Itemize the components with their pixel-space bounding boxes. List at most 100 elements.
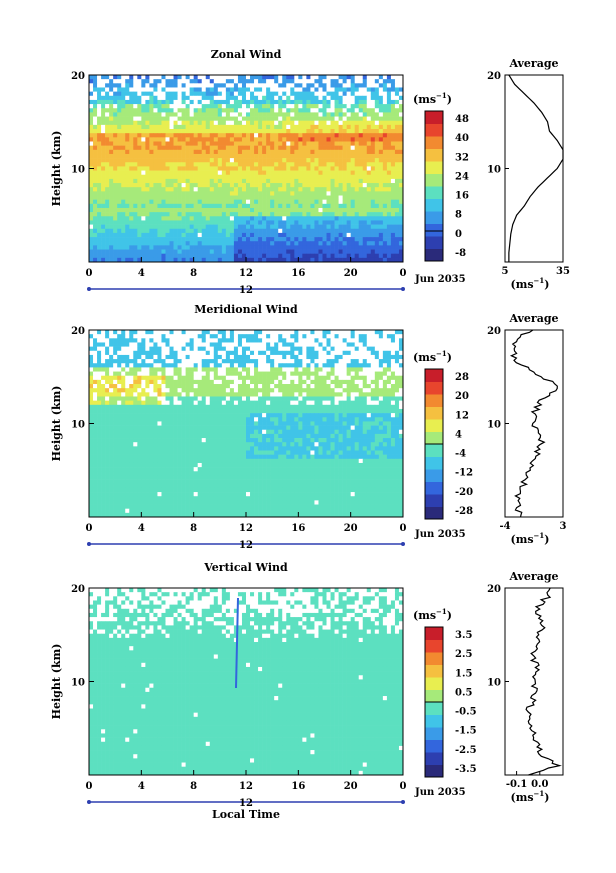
heatmap-cell xyxy=(322,199,327,205)
heatmap-cell xyxy=(197,137,203,142)
heatmap-cell xyxy=(97,375,102,381)
heatmap-cell xyxy=(213,257,219,262)
heatmap-cell xyxy=(93,145,98,151)
heatmap-cell xyxy=(306,220,311,225)
heatmap-cell xyxy=(354,137,360,142)
heatmap-cell xyxy=(189,91,194,97)
heatmap-cell xyxy=(193,166,198,171)
heatmap-cell xyxy=(270,133,275,138)
heatmap-cell xyxy=(382,212,388,217)
heatmap-cell xyxy=(362,257,368,262)
heatmap-cell xyxy=(221,396,227,401)
heatmap-cell xyxy=(193,249,198,254)
heatmap-cell xyxy=(149,199,154,205)
heatmap-cell xyxy=(322,342,327,347)
heatmap-cell xyxy=(330,145,335,151)
heatmap-cell xyxy=(274,363,279,368)
heatmap-cell xyxy=(185,354,190,360)
heatmap-cell xyxy=(386,224,392,230)
heatmap-cell xyxy=(326,195,331,200)
heatmap-cell xyxy=(286,330,291,335)
heatmap-cell xyxy=(302,104,307,109)
heatmap-cell xyxy=(233,359,239,364)
heatmap-cell xyxy=(145,108,150,113)
heatmap-cell xyxy=(366,95,372,101)
heatmap-cell xyxy=(334,87,339,92)
heatmap-cell xyxy=(326,253,331,259)
heatmap-cell xyxy=(105,375,110,381)
heatmap-cell xyxy=(173,350,178,356)
heatmap-cell xyxy=(181,384,186,389)
heatmap-cell xyxy=(378,158,384,163)
heatmap-cell xyxy=(334,388,339,393)
heatmap-cell xyxy=(149,183,154,188)
heatmap-cell xyxy=(374,388,380,393)
heatmap-cell xyxy=(109,178,114,184)
heatmap-cell xyxy=(177,91,182,97)
heatmap-cell xyxy=(306,237,311,242)
heatmap-cell xyxy=(358,166,364,171)
heatmap-cell xyxy=(109,162,114,167)
heatmap-cell xyxy=(209,257,215,262)
heatmap-cell xyxy=(306,83,311,88)
heatmap-cell xyxy=(366,342,372,347)
heatmap-cell xyxy=(246,129,251,134)
heatmap-cell xyxy=(274,253,279,259)
heatmap-cell xyxy=(149,253,154,259)
heatmap-cell xyxy=(105,404,110,410)
heatmap-cell xyxy=(310,162,315,167)
heatmap-cell xyxy=(394,207,400,213)
heatmap-cell xyxy=(177,79,182,84)
heatmap-cell xyxy=(165,203,170,209)
heatmap-cell xyxy=(105,178,110,184)
heatmap-cell xyxy=(322,87,327,92)
heatmap-cell xyxy=(121,232,126,238)
heatmap-cell xyxy=(237,400,243,406)
heatmap-cell xyxy=(334,354,339,360)
heatmap-cell xyxy=(197,79,203,84)
heatmap-cell xyxy=(326,241,331,246)
heatmap-cell xyxy=(322,388,327,393)
heatmap-cell xyxy=(322,133,327,138)
heatmap-cell xyxy=(346,203,351,209)
heatmap-cell xyxy=(318,350,323,356)
heatmap-cell xyxy=(362,191,368,196)
heatmap-cell xyxy=(382,220,388,225)
heatmap-cell xyxy=(294,363,299,368)
heatmap-cell xyxy=(221,253,227,259)
heatmap-cell xyxy=(185,350,190,356)
heatmap-cell xyxy=(362,249,368,254)
heatmap-cell xyxy=(157,379,162,385)
heatmap-cell xyxy=(266,220,271,225)
heatmap-cell xyxy=(298,375,303,381)
heatmap-cell xyxy=(302,120,307,126)
heatmap-cell xyxy=(189,392,194,397)
heatmap-cell xyxy=(197,124,203,130)
heatmap-cell xyxy=(338,195,343,200)
heatmap-cell xyxy=(225,170,231,176)
heatmap-cell xyxy=(274,112,279,117)
heatmap-cell xyxy=(133,367,138,372)
heatmap-cell xyxy=(169,120,174,126)
heatmap-cell xyxy=(286,153,291,159)
heatmap-cell xyxy=(386,216,392,221)
heatmap-cell xyxy=(294,228,299,234)
heatmap-cell xyxy=(382,241,388,246)
heatmap-cell xyxy=(217,232,223,238)
heatmap-cell xyxy=(282,124,287,130)
heatmap-cell xyxy=(254,187,259,192)
heatmap-cell xyxy=(374,367,380,372)
heatmap-cell xyxy=(374,195,380,200)
heatmap-cell xyxy=(121,216,126,221)
heatmap-cell xyxy=(129,83,134,88)
heatmap-cell xyxy=(145,212,150,217)
heatmap-cell xyxy=(254,195,259,200)
heatmap-cell xyxy=(201,120,207,126)
heatmap-cell xyxy=(121,249,126,254)
heatmap-cell xyxy=(221,104,227,109)
heatmap-cell xyxy=(105,216,110,221)
heatmap-cell xyxy=(157,363,162,368)
colorbar-tick-label: 40 xyxy=(455,133,469,144)
heatmap-cell xyxy=(93,257,98,262)
heatmap-cell xyxy=(165,388,170,393)
